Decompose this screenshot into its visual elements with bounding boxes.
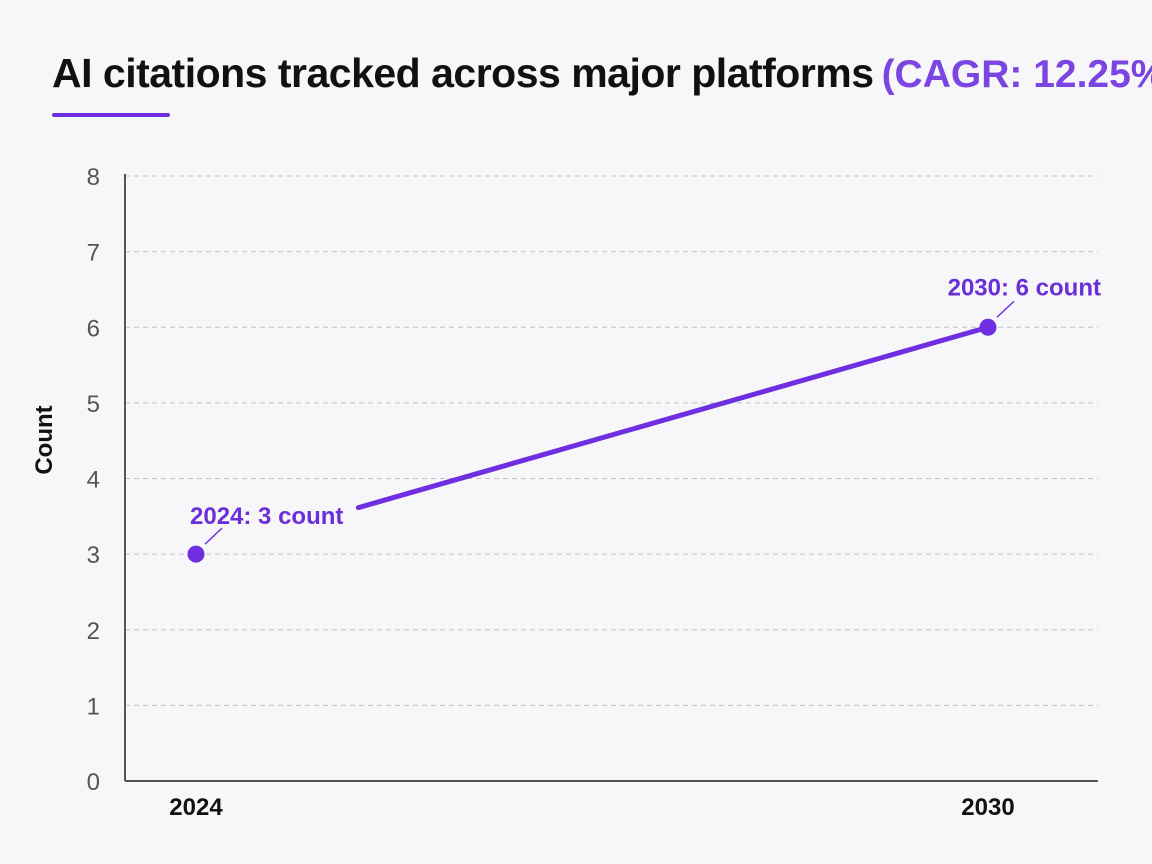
series-layer <box>187 318 997 563</box>
x-tick-labels: 2024 2030 <box>169 794 1014 821</box>
y-tick-label: 4 <box>87 467 100 494</box>
data-label: 2030: 6 count <box>948 274 1101 301</box>
y-tick-label: 1 <box>87 693 100 720</box>
y-tick-label: 5 <box>87 391 100 418</box>
leader-line <box>996 300 1015 318</box>
chart-title: AI citations tracked across major platfo… <box>52 50 874 96</box>
data-point <box>979 318 997 336</box>
y-tick-label: 8 <box>87 164 100 191</box>
data-point <box>187 545 205 563</box>
y-axis-label: Count <box>31 405 58 474</box>
axes <box>124 174 1098 782</box>
leader-line <box>204 527 223 545</box>
data-labels: 2024: 3 count 2030: 6 count <box>190 274 1101 545</box>
grid-lines <box>125 175 1098 706</box>
y-tick-labels: 0 1 2 3 4 5 6 7 8 <box>87 164 100 796</box>
x-tick-label: 2030 <box>961 794 1014 821</box>
y-tick-label: 6 <box>87 315 100 342</box>
x-tick-label: 2024 <box>169 794 223 821</box>
cagr-subtitle: (CAGR: 12.25%) <box>881 53 1152 96</box>
y-tick-label: 2 <box>87 618 100 645</box>
title-underline <box>52 113 170 117</box>
chart-header: AI citations tracked across major platfo… <box>52 50 1152 97</box>
series-line <box>355 324 991 511</box>
y-tick-label: 0 <box>87 769 100 796</box>
y-tick-label: 3 <box>87 542 100 569</box>
data-label: 2024: 3 count <box>190 503 343 530</box>
y-tick-label: 7 <box>87 240 100 267</box>
